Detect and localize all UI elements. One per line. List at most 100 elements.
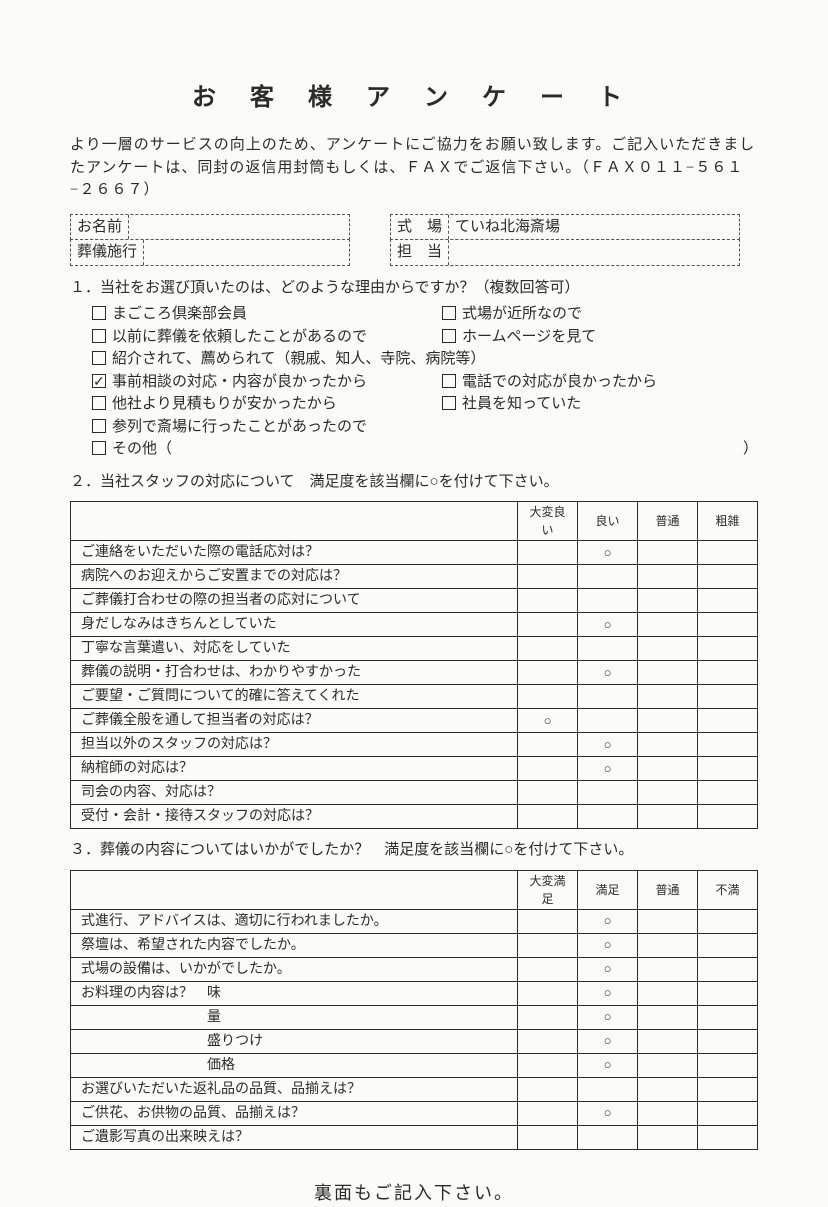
rating-cell[interactable] <box>518 1125 578 1149</box>
rating-cell[interactable] <box>638 1029 698 1053</box>
rating-cell[interactable] <box>518 933 578 957</box>
rating-cell[interactable] <box>518 1077 578 1101</box>
rating-cell[interactable]: ○ <box>578 933 638 957</box>
rating-cell[interactable] <box>518 757 578 781</box>
rating-cell[interactable]: ○ <box>578 541 638 565</box>
rating-cell[interactable] <box>698 541 758 565</box>
rating-cell[interactable] <box>698 1077 758 1101</box>
rating-cell[interactable] <box>638 909 698 933</box>
rating-cell[interactable]: ○ <box>578 1053 638 1077</box>
rating-cell[interactable] <box>518 565 578 589</box>
q1-option[interactable]: 電話での対応が良かったから <box>442 371 657 394</box>
rating-cell[interactable] <box>698 613 758 637</box>
rating-cell[interactable]: ○ <box>578 613 638 637</box>
rating-cell[interactable] <box>518 733 578 757</box>
q1-option[interactable]: その他（ <box>92 438 632 461</box>
rating-cell[interactable] <box>518 805 578 829</box>
rating-cell[interactable] <box>638 981 698 1005</box>
rating-cell[interactable] <box>578 589 638 613</box>
rating-cell[interactable] <box>638 1077 698 1101</box>
rating-cell[interactable] <box>518 637 578 661</box>
rating-cell[interactable] <box>698 781 758 805</box>
rating-cell[interactable] <box>518 685 578 709</box>
q1-option[interactable]: 他社より見積もりが安かったから <box>92 393 412 416</box>
rating-cell[interactable] <box>638 541 698 565</box>
rating-cell[interactable]: ○ <box>578 1005 638 1029</box>
rating-cell[interactable] <box>698 1101 758 1125</box>
rating-cell[interactable] <box>518 781 578 805</box>
rating-cell[interactable] <box>698 661 758 685</box>
rating-cell[interactable] <box>518 981 578 1005</box>
q1-option[interactable]: ホームページを見て <box>442 326 596 349</box>
footer-note: 裏面もご記入下さい。 <box>70 1180 758 1207</box>
rating-cell[interactable] <box>698 685 758 709</box>
rating-cell[interactable] <box>698 933 758 957</box>
rating-cell[interactable] <box>638 709 698 733</box>
rating-cell[interactable] <box>698 733 758 757</box>
rating-cell[interactable] <box>698 589 758 613</box>
q1-option[interactable]: まごころ倶楽部会員 <box>92 303 412 326</box>
rating-cell[interactable] <box>518 541 578 565</box>
rating-cell[interactable] <box>638 1005 698 1029</box>
q1-option[interactable]: 以前に葬儀を依頼したことがあるので <box>92 326 412 349</box>
rating-cell[interactable] <box>518 613 578 637</box>
rating-cell[interactable] <box>698 757 758 781</box>
rating-cell[interactable] <box>638 613 698 637</box>
rating-cell[interactable]: ○ <box>578 661 638 685</box>
rating-cell[interactable] <box>698 957 758 981</box>
q1-option[interactable]: 紹介されて、薦められて（親戚、知人、寺院、病院等） <box>92 348 632 371</box>
rating-cell[interactable]: ○ <box>578 733 638 757</box>
rating-cell[interactable] <box>578 805 638 829</box>
rating-cell[interactable] <box>638 957 698 981</box>
rating-cell[interactable] <box>518 661 578 685</box>
rating-cell[interactable] <box>518 909 578 933</box>
rating-cell[interactable] <box>698 909 758 933</box>
rating-cell[interactable] <box>578 1125 638 1149</box>
rating-cell[interactable] <box>578 1077 638 1101</box>
rating-cell[interactable] <box>578 781 638 805</box>
rating-cell[interactable] <box>578 685 638 709</box>
rating-cell[interactable] <box>638 1053 698 1077</box>
rating-cell[interactable]: ○ <box>578 1029 638 1053</box>
rating-cell[interactable] <box>638 565 698 589</box>
q1-option[interactable]: 社員を知っていた <box>442 393 581 416</box>
q1-option[interactable]: 参列で斎場に行ったことがあったので <box>92 416 632 439</box>
rating-cell[interactable] <box>638 781 698 805</box>
rating-cell[interactable] <box>518 957 578 981</box>
rating-cell[interactable] <box>638 733 698 757</box>
rating-cell[interactable] <box>638 805 698 829</box>
rating-cell[interactable] <box>638 661 698 685</box>
q1-option[interactable]: 式場が近所なので <box>442 303 582 326</box>
rating-cell[interactable] <box>698 1005 758 1029</box>
rating-cell[interactable] <box>638 1101 698 1125</box>
rating-cell[interactable] <box>638 1125 698 1149</box>
rating-cell[interactable] <box>638 637 698 661</box>
rating-cell[interactable] <box>578 637 638 661</box>
rating-cell[interactable] <box>638 933 698 957</box>
rating-cell[interactable] <box>698 637 758 661</box>
rating-cell[interactable] <box>518 1029 578 1053</box>
rating-cell[interactable] <box>698 981 758 1005</box>
rating-cell[interactable]: ○ <box>578 909 638 933</box>
rating-cell[interactable] <box>518 1053 578 1077</box>
q1-option[interactable]: 事前相談の対応・内容が良かったから <box>92 371 412 394</box>
rating-cell[interactable]: ○ <box>578 981 638 1005</box>
rating-cell[interactable] <box>698 709 758 733</box>
rating-cell[interactable] <box>638 685 698 709</box>
rating-cell[interactable]: ○ <box>578 757 638 781</box>
rating-cell[interactable]: ○ <box>518 709 578 733</box>
rating-cell[interactable] <box>698 1125 758 1149</box>
rating-cell[interactable] <box>698 565 758 589</box>
rating-cell[interactable] <box>578 709 638 733</box>
rating-cell[interactable] <box>638 589 698 613</box>
rating-cell[interactable] <box>698 805 758 829</box>
rating-cell[interactable] <box>518 589 578 613</box>
rating-cell[interactable]: ○ <box>578 1101 638 1125</box>
rating-cell[interactable] <box>638 757 698 781</box>
rating-cell[interactable] <box>518 1005 578 1029</box>
rating-cell[interactable] <box>698 1029 758 1053</box>
rating-cell[interactable] <box>518 1101 578 1125</box>
rating-cell[interactable] <box>698 1053 758 1077</box>
rating-cell[interactable]: ○ <box>578 957 638 981</box>
rating-cell[interactable] <box>578 565 638 589</box>
